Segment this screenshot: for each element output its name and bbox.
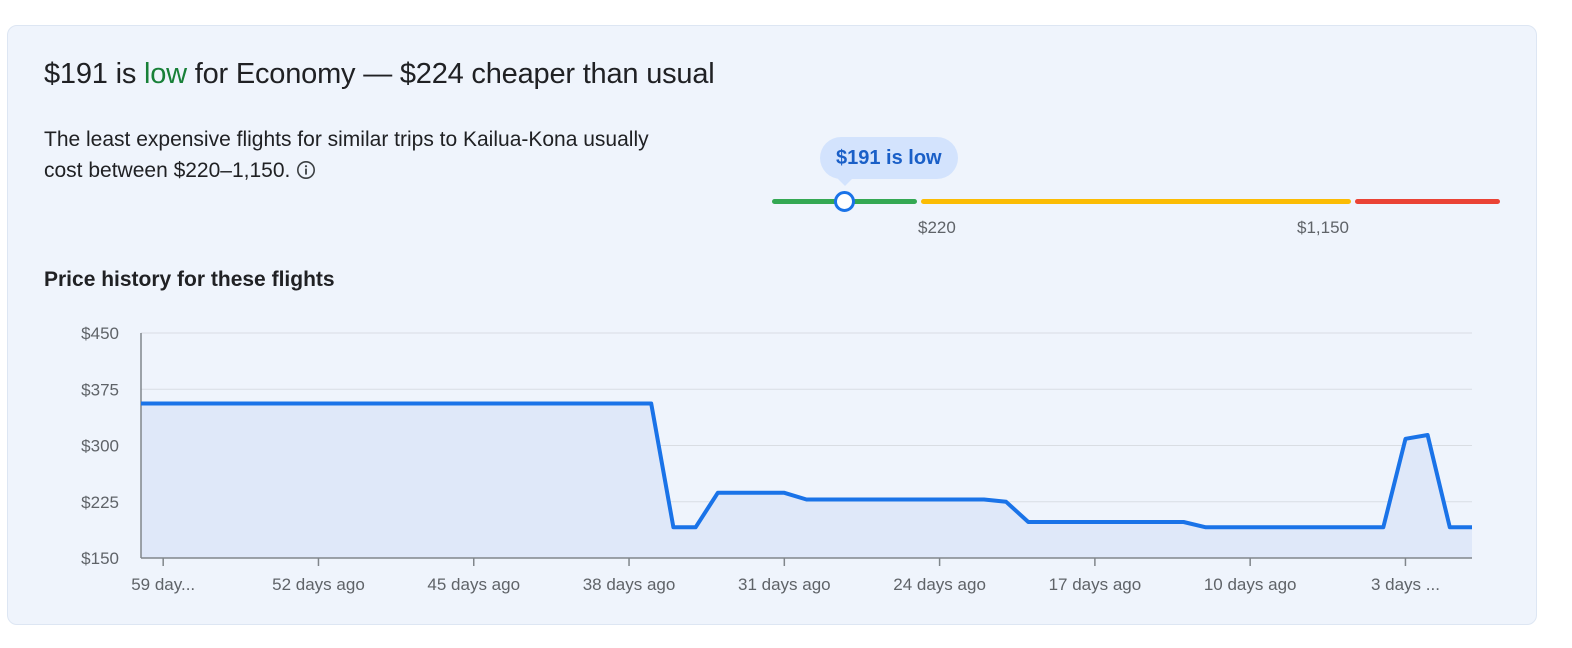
y-tick-label: $225: [81, 493, 119, 512]
x-tick-label: 52 days ago: [272, 575, 365, 594]
price-description: The least expensive flights for similar …: [44, 124, 684, 189]
x-tick-label: 3 days ...: [1371, 575, 1440, 594]
headline-rest: for Economy — $224 cheaper than usual: [194, 58, 715, 90]
price-line: [141, 401, 1472, 530]
range-segment-high: [1355, 199, 1500, 204]
headline-price: $191: [44, 58, 108, 90]
y-tick-label: $300: [81, 437, 119, 456]
y-tick-label: $375: [81, 380, 119, 399]
x-tick-label: 45 days ago: [427, 575, 520, 594]
price-history-chart: $450 $375 $300 $225 $150 59 day... 52 days ago…: [81, 324, 1472, 594]
price-level-low: low: [143, 58, 187, 90]
headline-is: is: [115, 58, 137, 90]
x-tick-label: 17 days ago: [1049, 575, 1142, 594]
range-high-label: $1,150: [1297, 218, 1349, 237]
description-text: The least expensive flights for similar …: [44, 128, 649, 182]
range-segment-typical: [921, 199, 1351, 204]
x-tick-label: 38 days ago: [583, 575, 676, 594]
x-tick-label: 10 days ago: [1204, 575, 1297, 594]
range-low-label: $220: [918, 218, 956, 237]
y-tick-label: $450: [81, 324, 119, 343]
y-tick-label: $150: [81, 549, 119, 568]
tooltip-pointer: [836, 177, 854, 186]
x-tick-label: 31 days ago: [738, 575, 831, 594]
price-tooltip: $191 is low: [820, 137, 958, 179]
x-tick-label: 24 days ago: [893, 575, 986, 594]
price-area: [141, 403, 1472, 558]
price-history-title: Price history for these flights: [44, 268, 335, 291]
current-price-marker: [834, 191, 855, 212]
x-tick-label: 59 day...: [131, 575, 195, 594]
info-icon[interactable]: [296, 158, 316, 189]
price-headline: $191 is low for Economy — $224 cheaper t…: [44, 58, 715, 91]
